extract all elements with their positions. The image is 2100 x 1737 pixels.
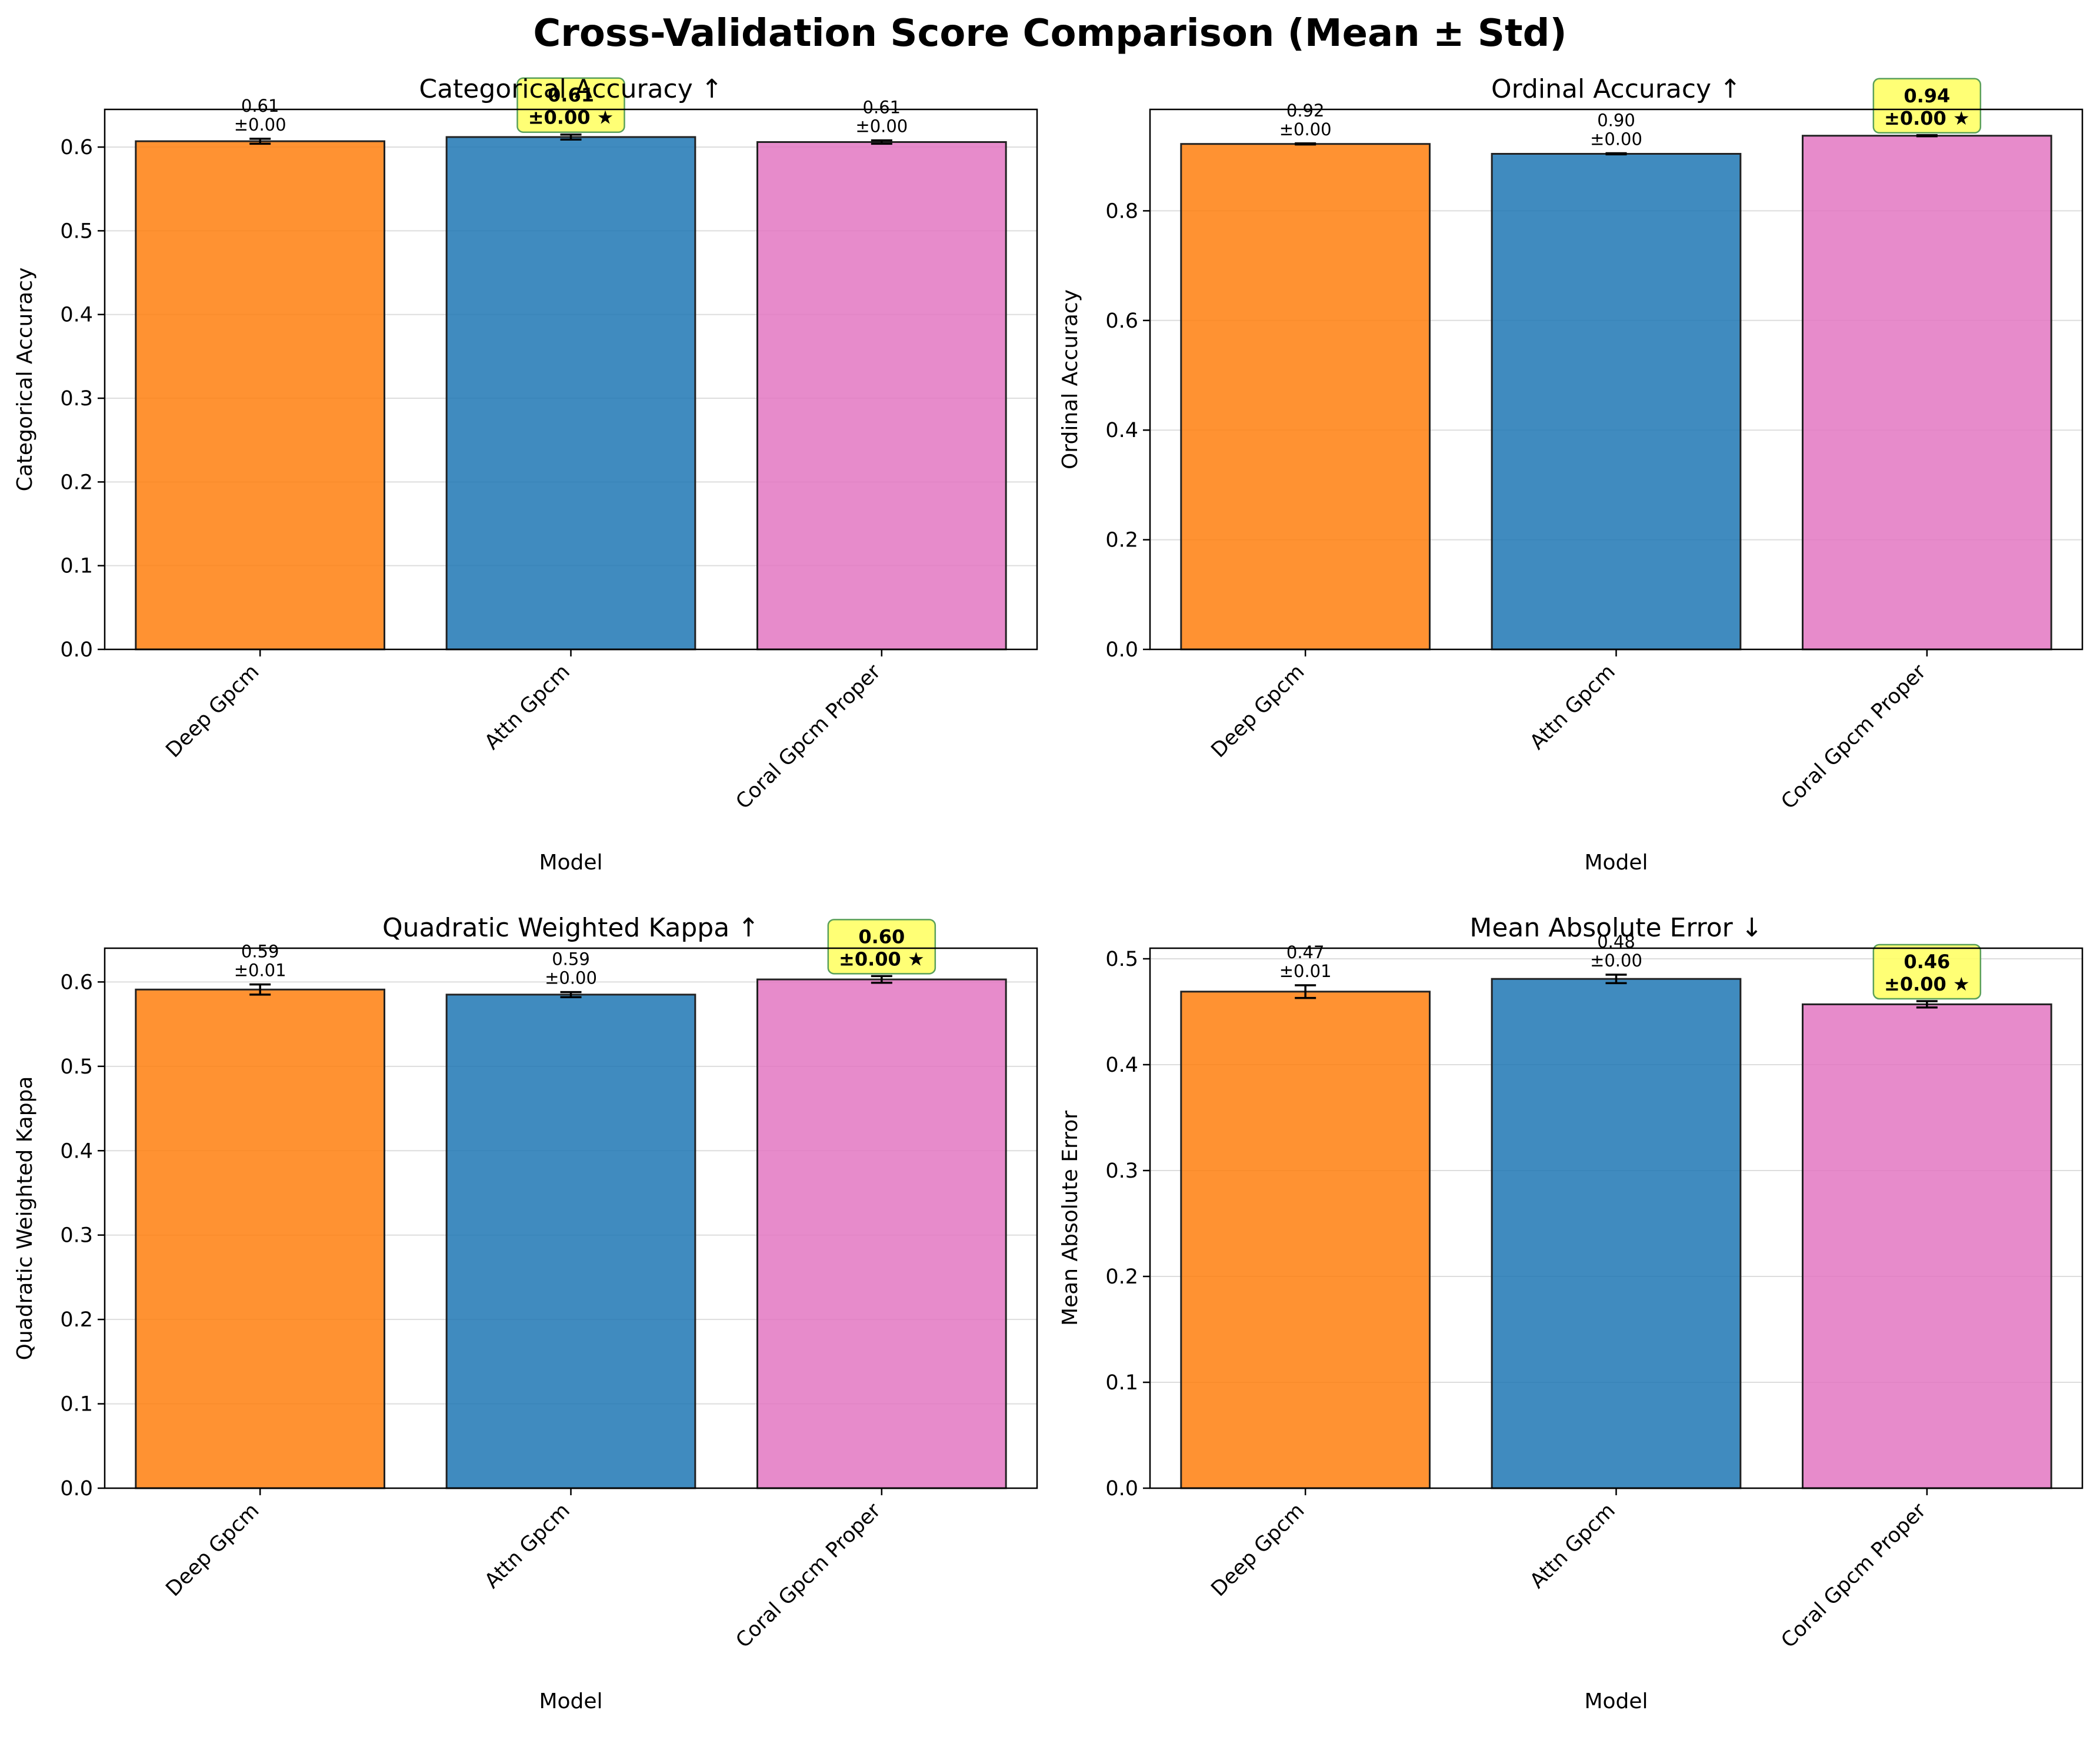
chart-title: Ordinal Accuracy ↑	[1491, 74, 1741, 104]
y-tick-label: 0.4	[1105, 419, 1138, 442]
error-bar	[871, 975, 892, 984]
error-bar	[1295, 142, 1316, 146]
y-axis-label: Ordinal Accuracy	[1058, 289, 1082, 469]
bar	[135, 140, 385, 651]
axes-frame	[104, 108, 1038, 651]
error-bar	[249, 138, 271, 145]
y-tick-label: 0.6	[60, 136, 93, 159]
bar	[135, 988, 385, 1489]
bar	[1491, 978, 1742, 1489]
y-tick-label: 0.0	[60, 638, 93, 662]
value-label: 0.90	[1597, 111, 1635, 131]
best-error-label: ±0.00 ★	[1884, 107, 1970, 129]
y-tick-label: 0.5	[1105, 948, 1138, 971]
x-axis-label: Model	[1584, 851, 1648, 875]
y-tick-label: 0.2	[1105, 1265, 1138, 1289]
y-tick-label: 0.5	[60, 219, 93, 243]
y-tick-label: 0.6	[1105, 309, 1138, 333]
value-label: 0.47	[1286, 942, 1325, 962]
y-tick-label: 0.0	[1105, 638, 1138, 662]
chart-title: Categorical Accuracy ↑	[419, 74, 722, 104]
y-tick-label: 0.0	[1105, 1477, 1138, 1501]
y-tick-label: 0.8	[1105, 199, 1138, 223]
chart-title: Mean Absolute Error ↓	[1469, 913, 1762, 943]
bar	[1802, 135, 2052, 651]
y-tick-label: 0.0	[60, 1477, 93, 1501]
y-tick-label: 0.1	[60, 1393, 93, 1416]
error-bar	[249, 983, 271, 996]
best-highlight-box	[1872, 943, 1982, 1000]
bar	[1180, 143, 1431, 651]
bar	[1491, 152, 1742, 651]
y-tick-label: 0.6	[60, 971, 93, 994]
error-label: ±0.00	[1590, 951, 1642, 971]
error-label: ±0.00	[234, 115, 286, 135]
y-axis-label: Mean Absolute Error	[1058, 1111, 1082, 1326]
bar	[445, 136, 696, 651]
bar	[756, 141, 1007, 651]
axes-frame	[1149, 947, 2084, 1489]
best-highlight-box	[516, 77, 625, 133]
best-highlight-box	[827, 919, 936, 975]
error-bar	[1916, 1000, 1938, 1009]
y-tick-label: 0.4	[60, 1139, 93, 1163]
value-label: 0.61	[863, 98, 901, 118]
value-label: 0.61	[241, 96, 279, 116]
axes-frame	[104, 947, 1038, 1489]
y-tick-label: 0.1	[1105, 1371, 1138, 1395]
figure-title: Cross-Validation Score Comparison (Mean …	[533, 12, 1566, 55]
bar	[1802, 1003, 2052, 1489]
y-tick-label: 0.3	[60, 1224, 93, 1248]
y-axis-label: Categorical Accuracy	[13, 268, 37, 492]
x-axis-label: Model	[1584, 1689, 1648, 1713]
y-axis-label: Quadratic Weighted Kappa	[13, 1076, 37, 1361]
y-tick-label: 0.3	[60, 387, 93, 411]
y-tick-label: 0.2	[60, 1308, 93, 1332]
best-value-label: 0.60	[858, 925, 905, 948]
error-label: ±0.01	[1279, 961, 1332, 981]
x-axis-label: Model	[539, 1689, 602, 1713]
error-bar	[1295, 984, 1316, 999]
best-error-label: ±0.00 ★	[839, 948, 925, 970]
best-highlight-box	[1872, 78, 1982, 134]
error-bar	[1916, 134, 1938, 138]
error-label: ±0.00	[545, 968, 597, 988]
y-tick-label: 0.2	[60, 471, 93, 494]
best-value-label: 0.94	[1904, 85, 1950, 107]
x-axis-label: Model	[539, 851, 602, 875]
value-label: 0.59	[552, 949, 590, 969]
bar	[1180, 991, 1431, 1489]
bar	[445, 993, 696, 1489]
error-label: ±0.00	[1279, 119, 1332, 139]
error-bar	[560, 991, 582, 998]
bar	[756, 978, 1007, 1489]
best-error-label: ±0.00 ★	[1884, 973, 1970, 995]
y-tick-label: 0.2	[1105, 529, 1138, 552]
y-tick-label: 0.3	[1105, 1159, 1138, 1183]
y-tick-label: 0.1	[60, 555, 93, 578]
value-label: 0.59	[241, 942, 279, 962]
error-bar	[871, 139, 892, 145]
error-label: ±0.00	[855, 116, 908, 136]
error-bar	[1605, 973, 1627, 985]
y-tick-label: 0.4	[1105, 1053, 1138, 1077]
best-value-label: 0.46	[1904, 951, 1950, 973]
value-label: 0.92	[1286, 101, 1325, 121]
best-value-label: 0.61	[548, 84, 594, 106]
error-label: ±0.00	[1590, 129, 1642, 149]
axes-frame	[1149, 108, 2084, 651]
chart-title: Quadratic Weighted Kappa ↑	[382, 913, 759, 943]
y-tick-label: 0.5	[60, 1055, 93, 1079]
error-bar	[560, 133, 582, 141]
error-label: ±0.01	[234, 961, 286, 981]
error-bar	[1605, 152, 1627, 156]
y-tick-label: 0.4	[60, 304, 93, 327]
